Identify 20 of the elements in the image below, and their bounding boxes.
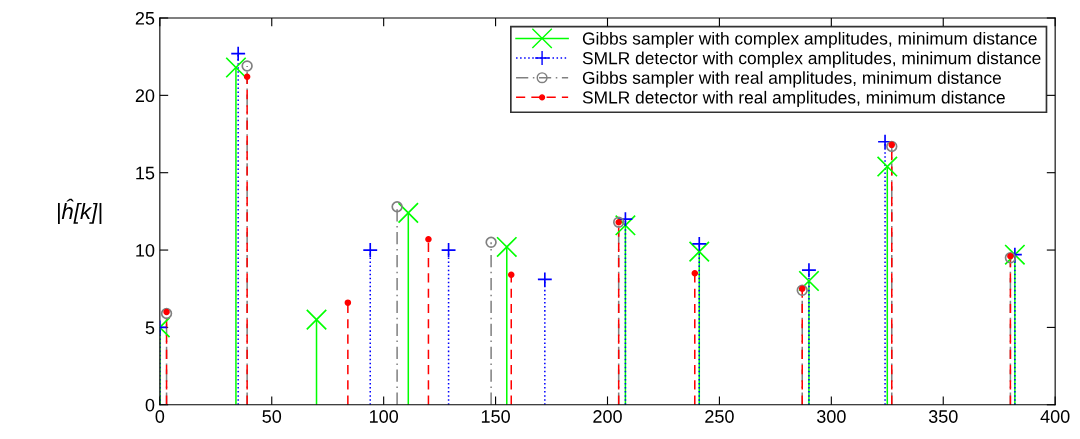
x-tick-label: 250 [705, 410, 734, 423]
legend-label: SMLR detector with complex amplitudes, minimum distance [582, 51, 1041, 68]
y-axis-title: |ĥ[k]| [57, 198, 102, 224]
x-tick-label: 50 [262, 410, 282, 423]
y-tick-label: 25 [135, 11, 155, 25]
x-tick-label: 0 [155, 410, 165, 423]
legend-label: Gibbs sampler with real amplitudes, minimum distance [582, 71, 1001, 88]
legend-label: SMLR detector with real amplitudes, minimum distance [582, 90, 1005, 108]
x-tick-label: 400 [1040, 410, 1070, 423]
y-tick-label: 5 [145, 321, 155, 335]
x-tick-label: 300 [816, 410, 846, 423]
x-tick-label: 100 [369, 410, 399, 423]
y-tick-label: 10 [136, 243, 155, 257]
x-tick-label: 350 [928, 410, 958, 423]
y-tick-label: 0 [145, 398, 155, 412]
legend-label: Gibbs sampler with complex amplitudes, minimum distance [582, 31, 1037, 49]
x-tick-label: 150 [481, 410, 510, 423]
y-tick-label: 15 [136, 166, 155, 180]
y-tick-label: 20 [135, 89, 155, 103]
x-tick-label: 200 [593, 410, 622, 423]
